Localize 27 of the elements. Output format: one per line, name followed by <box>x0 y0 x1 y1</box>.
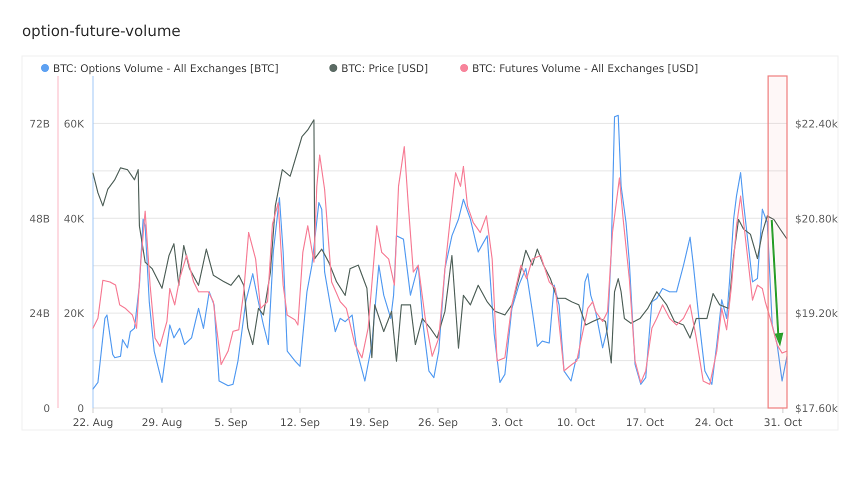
y-tick-label: 60K <box>64 118 86 130</box>
y2-tick-label: $19.20k <box>795 308 839 320</box>
y3-tick-label: 72B <box>29 118 50 130</box>
x-tick-label: 29. Aug <box>142 417 182 429</box>
legend-label: BTC: Futures Volume - All Exchanges [USD] <box>472 63 698 75</box>
y3-tick-label: 48B <box>29 213 50 226</box>
y2-tick-label: $22.40k <box>795 118 839 130</box>
x-tick-label: 17. Oct <box>626 417 664 429</box>
y-tick-label: 40K <box>64 213 86 226</box>
x-tick-label: 31. Oct <box>764 417 802 429</box>
x-tick-label: 24. Oct <box>694 417 734 429</box>
y3-tick-label: 24B <box>29 308 50 320</box>
x-tick-label: 3. Oct <box>491 417 523 429</box>
chart-title: option-future-volume <box>22 22 181 40</box>
y2-tick-label: $17.60k <box>795 403 839 415</box>
x-tick-label: 26. Sep <box>418 417 458 429</box>
x-tick-label: 19. Sep <box>349 417 390 429</box>
x-tick-label: 22. Aug <box>72 417 114 429</box>
x-tick-label: 5. Sep <box>214 417 248 429</box>
legend-label: BTC: Options Volume - All Exchanges [BTC] <box>53 63 279 75</box>
y-tick-label: 0 <box>77 403 84 415</box>
y3-tick-label: 0 <box>43 403 50 415</box>
legend-label: BTC: Price [USD] <box>341 63 428 75</box>
y2-tick-label: $20.80k <box>795 213 839 226</box>
y-tick-label: 20K <box>64 308 86 320</box>
x-tick-label: 10. Oct <box>556 417 596 429</box>
x-tick-label: 12. Sep <box>280 417 320 429</box>
